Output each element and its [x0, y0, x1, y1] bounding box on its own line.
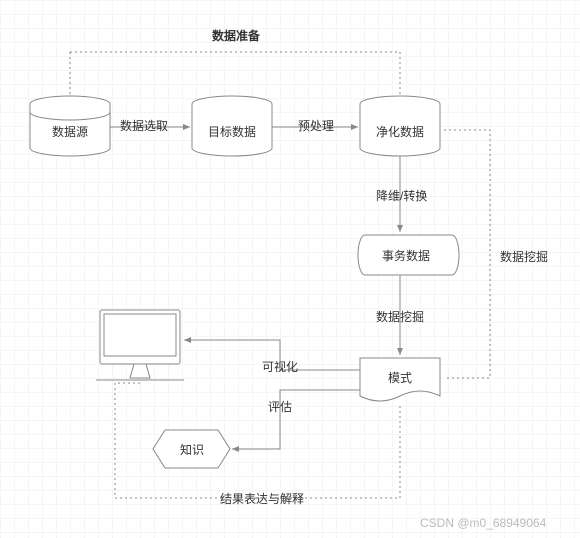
edge-label-reduce: 降维/转换 [376, 187, 427, 204]
label-tx-data: 事务数据 [360, 240, 452, 270]
edge-label-visual: 可视化 [262, 358, 298, 375]
edge-eval [232, 390, 360, 449]
label-pattern: 模式 [360, 362, 440, 392]
label-knowledge: 知识 [156, 434, 228, 464]
edge-label-mining: 数据挖掘 [376, 308, 424, 325]
edge-label-select: 数据选取 [120, 117, 168, 134]
diagram-svg [0, 0, 580, 538]
edge-label-eval: 评估 [268, 398, 292, 415]
node-monitor [96, 310, 184, 380]
label-data-source: 数据源 [30, 116, 110, 146]
title-data-prep: 数据准备 [212, 27, 260, 44]
title-result: 结果表达与解释 [220, 490, 304, 507]
section-data-prep [70, 52, 400, 96]
label-target-data: 目标数据 [192, 116, 272, 146]
watermark: CSDN @m0_68949064 [420, 516, 546, 530]
label-clean-data: 净化数据 [360, 116, 440, 146]
edge-label-preproc: 预处理 [298, 117, 334, 134]
title-mining: 数据挖掘 [500, 248, 548, 265]
